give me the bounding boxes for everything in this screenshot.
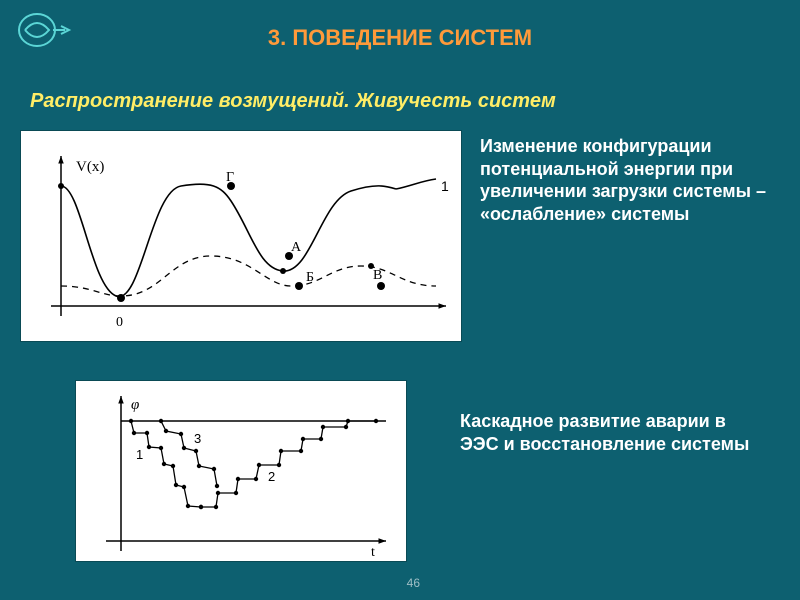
svg-text:Г: Г bbox=[226, 170, 234, 185]
svg-text:t: t bbox=[371, 545, 375, 560]
svg-text:3: 3 bbox=[194, 431, 201, 446]
chart1-caption: Изменение конфигурации потенциальной эне… bbox=[480, 135, 780, 225]
svg-text:φ: φ bbox=[131, 397, 139, 413]
page-number: 46 bbox=[407, 576, 420, 590]
svg-text:2: 2 bbox=[268, 469, 275, 484]
cascade-failure-chart: φ t 1 3 2 bbox=[75, 380, 407, 562]
subheading: Распространение возмущений. Живучесть си… bbox=[30, 90, 556, 113]
svg-text:Б: Б bbox=[306, 270, 314, 285]
chart2-caption: Каскадное развитие аварии в ЭЭС и восста… bbox=[460, 410, 760, 457]
svg-text:1: 1 bbox=[441, 178, 449, 194]
svg-text:0: 0 bbox=[116, 315, 123, 330]
potential-energy-chart: V(x) 1 0 Г АБ В bbox=[20, 130, 462, 342]
svg-text:V(x): V(x) bbox=[76, 159, 104, 175]
section-heading: 3. ПОВЕДЕНИЕ СИСТЕМ bbox=[0, 25, 800, 51]
svg-text:1: 1 bbox=[136, 447, 143, 462]
svg-text:В: В bbox=[373, 268, 382, 283]
svg-text:А: А bbox=[291, 240, 302, 255]
slide: 3. ПОВЕДЕНИЕ СИСТЕМ Распространение возм… bbox=[0, 0, 800, 600]
